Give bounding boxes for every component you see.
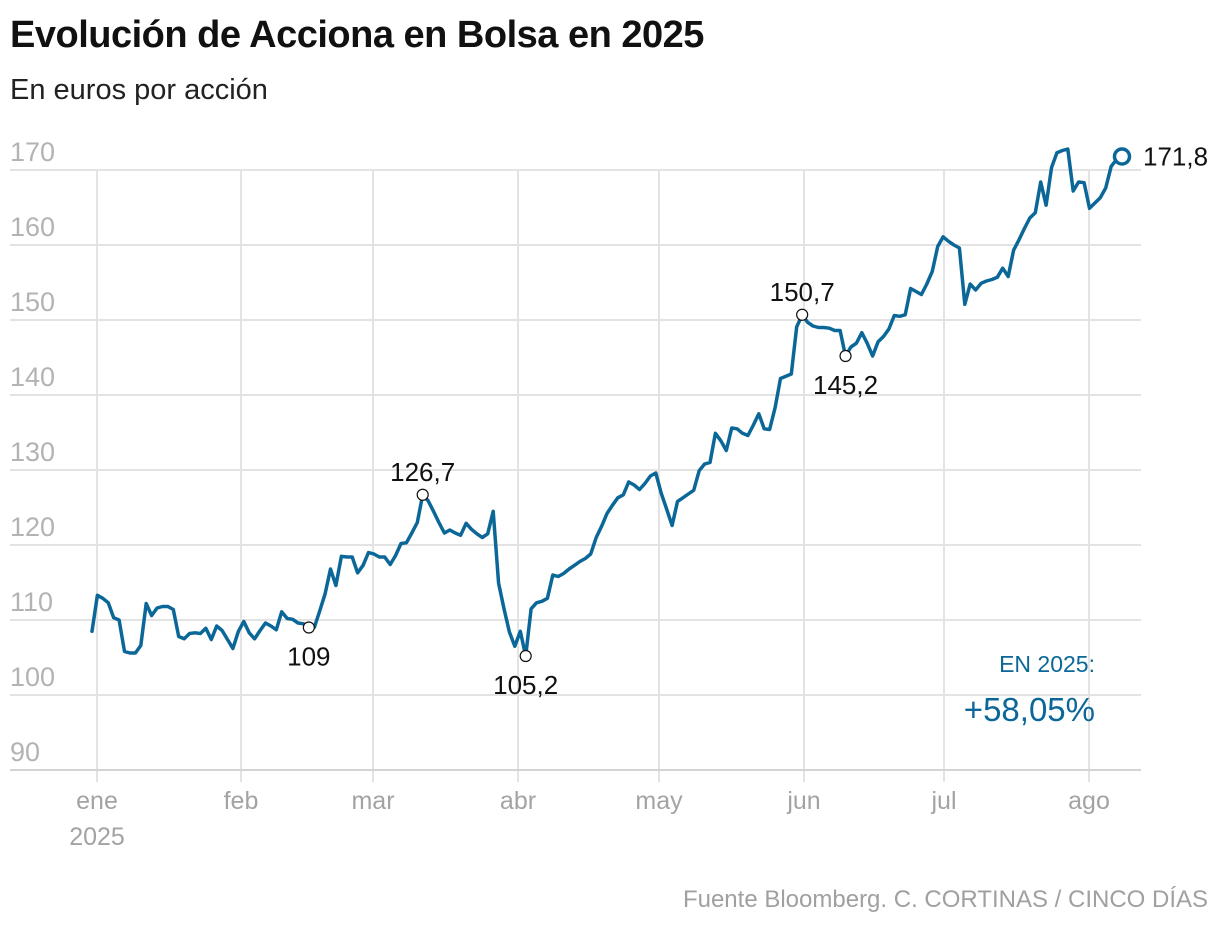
annotations: 109 126,7 105,2 150,7 145,2 171,8 xyxy=(287,142,1208,701)
y-tick-label-110: 110 xyxy=(10,587,53,617)
annotation-label: 105,2 xyxy=(493,670,558,700)
change-box: EN 2025: +58,05% xyxy=(964,651,1095,728)
y-tick-label-140: 140 xyxy=(10,362,55,392)
annotation-marker xyxy=(519,649,532,663)
y-axis-ticks: 170 160 150 140 130 120 110 100 90 xyxy=(10,137,55,767)
y-tick-label-130: 130 xyxy=(10,437,55,467)
chart-subtitle: En euros por acción xyxy=(10,74,268,106)
annotation-label: 126,7 xyxy=(390,457,455,487)
x-tick-label-jun: jun xyxy=(786,787,820,815)
last-value-marker xyxy=(1112,147,1132,166)
y-tick-label-120: 120 xyxy=(10,512,55,542)
x-tick-label-feb: feb xyxy=(224,787,259,815)
y-tick-label-160: 160 xyxy=(10,212,55,242)
source-note: Fuente Bloomberg. C. CORTINAS / CINCO DÍ… xyxy=(682,886,1208,913)
annotation-label: 150,7 xyxy=(770,277,835,307)
annotation-marker xyxy=(416,488,429,501)
series-line xyxy=(90,147,1124,658)
x-tick-label-mar: mar xyxy=(351,787,394,815)
x-tick-label-ago: ago xyxy=(1068,787,1110,815)
change-value: +58,05% xyxy=(964,691,1095,728)
y-tick-label-150: 150 xyxy=(10,287,55,317)
annotation-label: 109 xyxy=(287,642,330,672)
annotation-marker xyxy=(796,308,809,321)
x-axis-ticks: 2025 ene feb mar abr may jun jul ago xyxy=(69,787,1110,851)
x-tick-label-jul: jul xyxy=(930,787,956,815)
last-value-label: 171,8 xyxy=(1143,142,1208,172)
y-tick-label-170: 170 xyxy=(10,137,55,167)
x-tick-label-may: may xyxy=(635,787,683,815)
chart-title: Evolución de Acciona en Bolsa en 2025 xyxy=(10,14,704,56)
change-label: EN 2025: xyxy=(999,651,1095,677)
annotation-label: 145,2 xyxy=(813,370,878,400)
annotation-marker xyxy=(839,349,852,363)
x-tick-label-ene: ene xyxy=(76,787,118,815)
vertical-grid xyxy=(96,170,1090,782)
series xyxy=(90,147,1124,658)
y-tick-label-100: 100 xyxy=(10,662,55,692)
annotation-marker xyxy=(302,621,315,634)
y-tick-label-90: 90 xyxy=(10,737,40,767)
x-year-label: 2025 xyxy=(69,823,125,851)
x-tick-label-abr: abr xyxy=(500,787,536,815)
horizontal-grid xyxy=(10,169,1141,771)
